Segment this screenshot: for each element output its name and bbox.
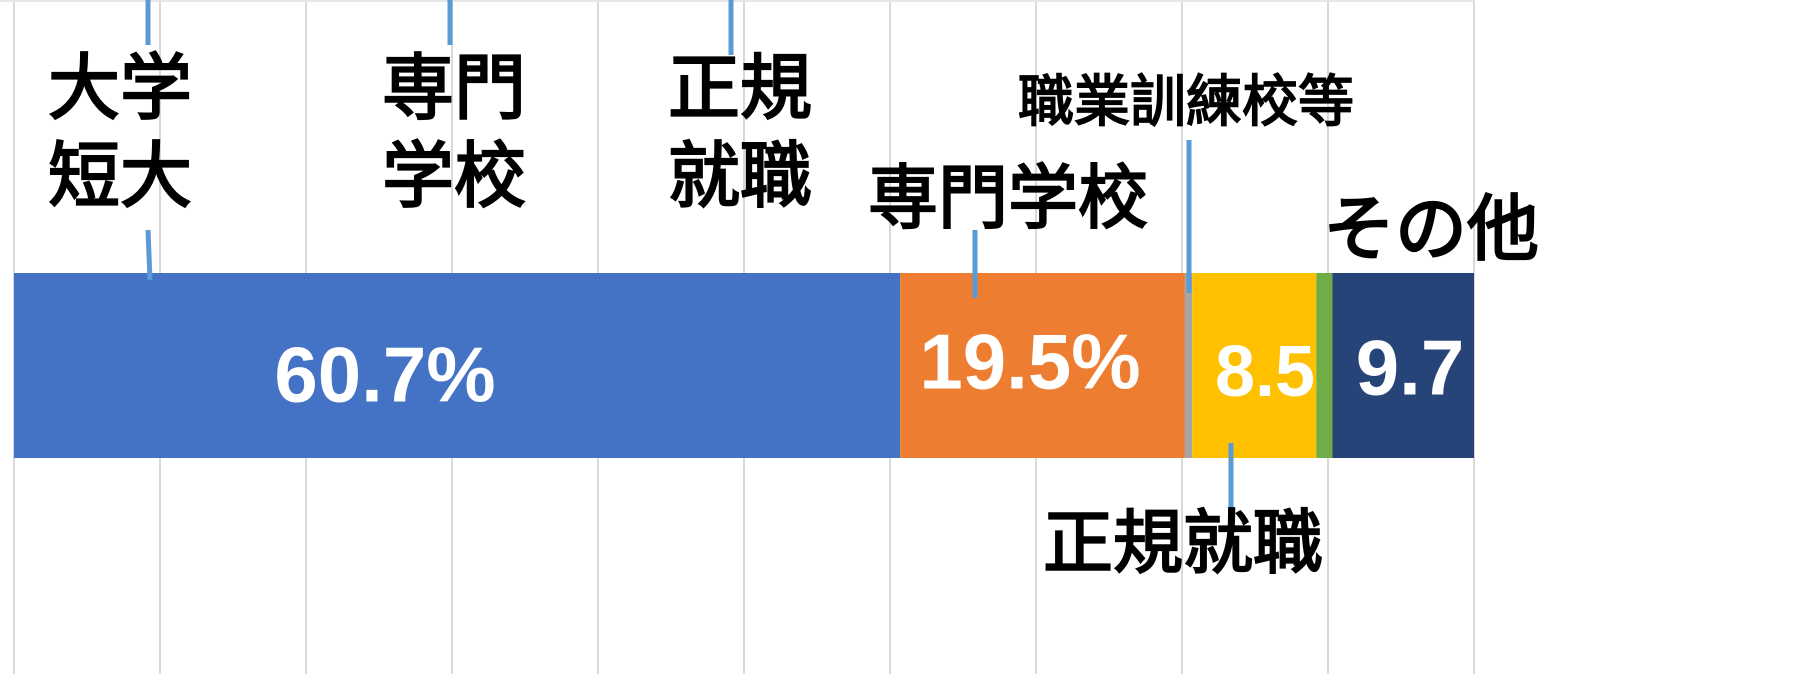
leader-line (145, 229, 153, 281)
segment-label: 正規就職 (1043, 504, 1323, 582)
bar-segment (1192, 273, 1317, 458)
bar-segment (1332, 273, 1474, 458)
bar-segment (14, 273, 901, 458)
segment-label: 専門学校 (868, 159, 1148, 237)
value-label: 19.5% (919, 317, 1141, 406)
segment-label: 職業訓練校等 (1018, 70, 1354, 133)
annotation: 専門学校 (382, 49, 527, 217)
bar-segment (1316, 273, 1333, 458)
segment-label: その他 (1323, 190, 1540, 270)
bar-segment (900, 273, 1185, 458)
annotation: 正規就職 (668, 49, 813, 217)
value-label: 9.7 (1355, 323, 1465, 412)
bar-segment (1184, 273, 1193, 458)
value-label: 60.7% (274, 330, 496, 419)
value-label: 8.5 (1214, 332, 1316, 412)
segment-label: 大学短大 (48, 49, 193, 217)
